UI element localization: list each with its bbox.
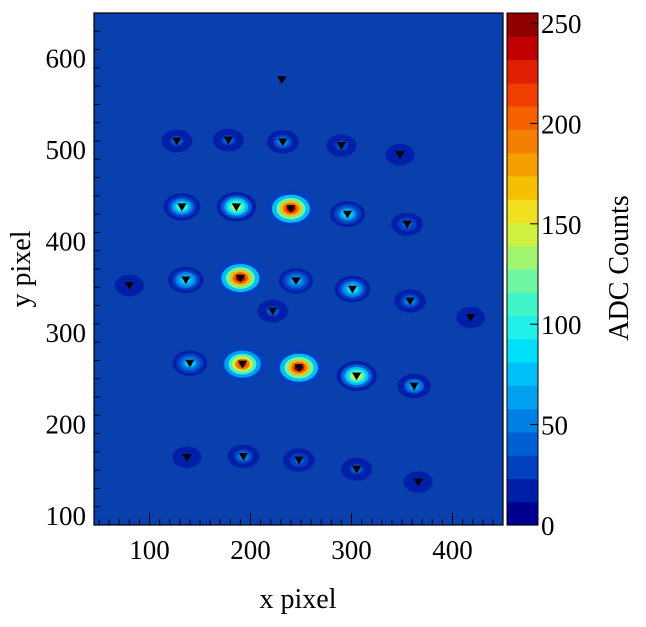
colorbar-frame [506, 12, 539, 526]
colorbar-segment [507, 222, 538, 247]
colorbar-label: ADC Counts [604, 195, 635, 340]
x-tick-label: 300 [331, 535, 372, 565]
colorbar-segment [507, 199, 538, 224]
colorbar-segment [507, 59, 538, 84]
colorbar-segment [507, 129, 538, 154]
spot-marker [124, 282, 134, 290]
spot-marker [223, 136, 233, 145]
colorbar-segment [507, 315, 538, 340]
spot-marker [402, 220, 412, 229]
x-axis-ticks: 100 200 300 400 [98, 513, 504, 565]
colorbar-segment [507, 338, 538, 363]
spot-marker [395, 151, 405, 160]
x-tick-label: 200 [230, 535, 271, 565]
colorbar-tick-label: 250 [541, 9, 582, 39]
y-tick-label: 500 [46, 135, 87, 165]
spot-marker [177, 203, 187, 212]
y-axis-label: y pixel [6, 230, 37, 307]
y-tick-label: 200 [46, 409, 87, 439]
colorbar-segment [507, 385, 538, 410]
colorbar-segment [507, 501, 538, 526]
x-tick-label: 400 [432, 535, 473, 565]
spot-marker [182, 453, 192, 462]
spot-marker [231, 203, 241, 212]
spot-marker [172, 137, 182, 146]
spot-marker [342, 210, 353, 219]
y-tick-label: 100 [46, 501, 87, 531]
colorbar-segment [507, 269, 538, 293]
spot-marker [277, 76, 287, 85]
spot-marker [347, 285, 358, 294]
colorbar-segment [507, 478, 538, 503]
spot-marker [237, 360, 248, 369]
colorbar-segment [507, 82, 538, 107]
spot-marker [405, 297, 415, 306]
colorbar-tick-label: 150 [541, 210, 582, 240]
x-axis-label: x pixel [260, 584, 337, 615]
markers-layer [124, 76, 476, 487]
spot-marker [278, 138, 288, 147]
spot-marker [181, 276, 191, 285]
colorbar-segment [507, 292, 538, 317]
spot-marker [286, 205, 296, 213]
colorbar-segment [507, 455, 538, 480]
colorbar-segment [507, 431, 538, 456]
spot-marker [185, 359, 195, 368]
colorbar-tick-label: 50 [541, 411, 568, 441]
colorbar-segment [507, 106, 538, 130]
colorbar-segment [507, 362, 538, 386]
spot-marker [268, 307, 278, 316]
colorbar-segment [507, 36, 538, 61]
spot-marker [294, 456, 304, 465]
y-tick-label: 600 [46, 44, 87, 74]
y-tick-label: 300 [46, 318, 87, 348]
spot-marker [352, 372, 362, 381]
spot-marker [238, 453, 249, 461]
colorbar-tick-label: 100 [541, 310, 582, 340]
spot-marker [336, 142, 346, 150]
colorbar-segment [507, 152, 538, 177]
y-axis-ticks: 100 200 300 400 500 600 [46, 12, 100, 531]
x-tick-label: 100 [129, 535, 170, 565]
colorbar-tick-label: 0 [541, 511, 555, 541]
spot-marker [413, 478, 423, 487]
colorbar: 0 50 100 150 200 250 [506, 9, 582, 541]
spot-marker [352, 465, 362, 474]
colorbar-segment [507, 175, 538, 200]
colorbar-segment [507, 245, 538, 270]
colorbar-segment [507, 408, 538, 433]
spot-marker [466, 314, 476, 322]
colorbar-segment [507, 13, 538, 37]
spot-marker [235, 274, 245, 283]
spot-marker [291, 277, 301, 286]
spot-marker [409, 382, 419, 391]
colorbar-tick-label: 200 [541, 109, 582, 139]
y-tick-label: 400 [46, 227, 87, 257]
spot-marker [294, 364, 304, 373]
